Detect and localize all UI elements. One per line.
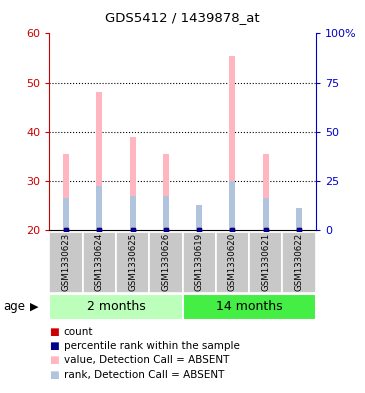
Bar [163, 154, 169, 230]
Text: GSM1330619: GSM1330619 [195, 233, 204, 291]
Bar [116, 232, 149, 293]
Bar [96, 185, 102, 230]
Text: GSM1330622: GSM1330622 [295, 233, 304, 292]
Text: age: age [4, 300, 26, 314]
Text: GSM1330626: GSM1330626 [161, 233, 170, 292]
Bar [63, 154, 69, 230]
Bar [230, 181, 235, 230]
Bar [130, 195, 135, 230]
Text: ■: ■ [49, 355, 59, 365]
Bar [149, 232, 182, 293]
Bar [296, 208, 302, 230]
Bar [196, 205, 202, 230]
Text: count: count [64, 327, 93, 337]
Text: GSM1330623: GSM1330623 [61, 233, 70, 292]
Bar [283, 232, 316, 293]
Bar [49, 294, 182, 320]
Text: GSM1330620: GSM1330620 [228, 233, 237, 292]
Bar [49, 232, 82, 293]
Text: 14 months: 14 months [216, 300, 283, 314]
Text: percentile rank within the sample: percentile rank within the sample [64, 341, 240, 351]
Bar [96, 92, 102, 230]
Bar [82, 232, 116, 293]
Bar [163, 195, 169, 230]
Text: ■: ■ [49, 369, 59, 380]
Text: GSM1330621: GSM1330621 [261, 233, 270, 292]
Text: value, Detection Call = ABSENT: value, Detection Call = ABSENT [64, 355, 229, 365]
Text: ■: ■ [49, 341, 59, 351]
Text: ▶: ▶ [30, 302, 38, 312]
Text: GSM1330624: GSM1330624 [95, 233, 104, 292]
Bar [263, 198, 269, 230]
Bar [63, 198, 69, 230]
Bar [182, 294, 316, 320]
Bar [196, 208, 202, 230]
Text: ■: ■ [49, 327, 59, 337]
Text: GSM1330625: GSM1330625 [128, 233, 137, 292]
Bar [130, 136, 135, 230]
Bar [182, 232, 216, 293]
Text: GDS5412 / 1439878_at: GDS5412 / 1439878_at [105, 11, 260, 24]
Bar [230, 55, 235, 230]
Text: 2 months: 2 months [87, 300, 145, 314]
Bar [263, 154, 269, 230]
Bar [249, 232, 283, 293]
Text: rank, Detection Call = ABSENT: rank, Detection Call = ABSENT [64, 369, 224, 380]
Bar [216, 232, 249, 293]
Bar [296, 208, 302, 230]
